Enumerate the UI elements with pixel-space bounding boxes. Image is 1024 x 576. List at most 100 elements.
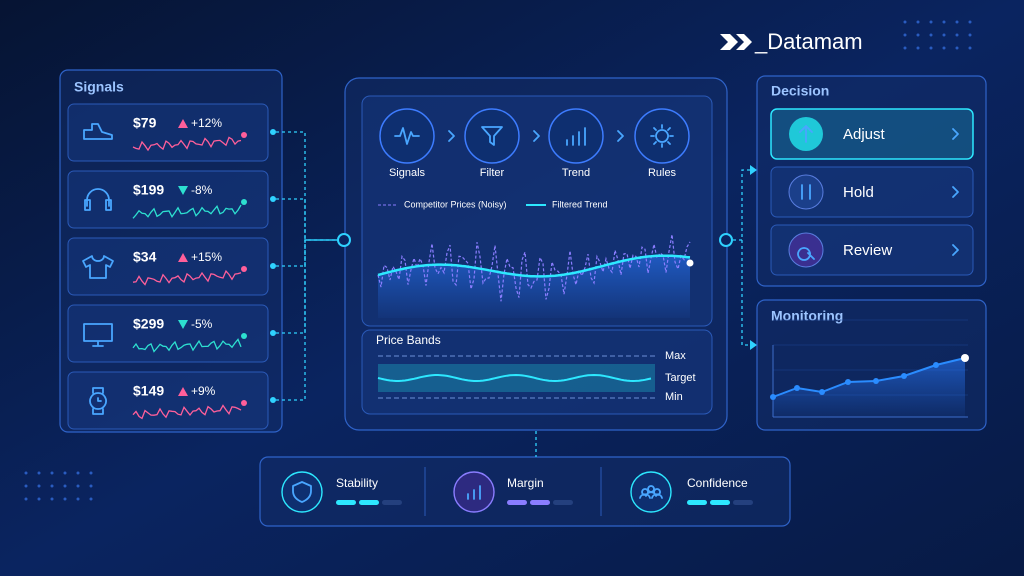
- trend-arrow: [178, 387, 188, 396]
- action-label[interactable]: Hold: [843, 184, 874, 201]
- product-icon: [89, 387, 107, 415]
- target-band: [378, 364, 655, 392]
- dot: [50, 471, 54, 475]
- dot: [63, 471, 67, 475]
- card-port: [270, 330, 276, 336]
- dot: [968, 20, 972, 24]
- dot: [942, 20, 946, 24]
- band-label: Target: [665, 372, 696, 384]
- dot: [37, 471, 41, 475]
- monitor-point: [873, 378, 879, 384]
- dot: [955, 46, 959, 50]
- legend-label: Filtered Trend: [552, 199, 608, 209]
- dot: [903, 33, 907, 37]
- dot: [76, 484, 80, 488]
- step-label: Trend: [562, 167, 590, 179]
- dot: [942, 46, 946, 50]
- action-button[interactable]: Review: [770, 224, 974, 276]
- action-icon-bg: [788, 174, 824, 210]
- monitor-point: [961, 354, 969, 362]
- metric-label: Confidence: [687, 476, 748, 490]
- dot: [929, 33, 933, 37]
- sparkline-end: [241, 266, 247, 272]
- signal-price: $149: [133, 383, 164, 399]
- dot: [903, 20, 907, 24]
- signal-price: $299: [133, 316, 164, 332]
- step-icon: [481, 126, 503, 146]
- dot: [968, 46, 972, 50]
- target-line: [377, 373, 652, 383]
- metric-label: Margin: [507, 476, 544, 490]
- action-button[interactable]: Adjust: [770, 108, 974, 160]
- action-bg[interactable]: [770, 166, 974, 218]
- step-icon-bg: [379, 108, 435, 164]
- dot: [37, 497, 41, 501]
- metric-bar: [710, 500, 730, 505]
- action-label[interactable]: Review: [843, 242, 892, 259]
- metrics-panel: [259, 456, 791, 527]
- metric-bar: [687, 500, 707, 505]
- band-label: Max: [665, 350, 686, 362]
- step-icon-bg: [464, 108, 520, 164]
- sparkline: [132, 204, 242, 219]
- dot: [24, 497, 28, 501]
- trend-line: [377, 254, 691, 278]
- dot: [76, 471, 80, 475]
- sparkline: [132, 136, 242, 152]
- sparkline-end: [241, 199, 247, 205]
- signal-card: [67, 103, 269, 162]
- step-icon: [566, 127, 586, 146]
- action-chevron: [952, 128, 959, 140]
- metric-icon: [467, 485, 481, 500]
- signal-change: -8%: [191, 183, 213, 197]
- dot: [942, 33, 946, 37]
- action-bg[interactable]: [770, 224, 974, 276]
- metric-bar: [507, 500, 527, 505]
- band-label: Min: [665, 391, 683, 403]
- action-chevron: [952, 244, 959, 256]
- action-label[interactable]: Adjust: [843, 126, 886, 143]
- dot: [50, 497, 54, 501]
- signal-change: +9%: [191, 384, 216, 398]
- price-bands-title: Price Bands: [376, 333, 441, 347]
- action-bg[interactable]: [770, 108, 974, 160]
- trend-arrow: [178, 320, 188, 329]
- action-button[interactable]: Hold: [770, 166, 974, 218]
- metric-icon: [639, 485, 663, 499]
- dot: [903, 46, 907, 50]
- monitor-point: [819, 389, 825, 395]
- metric-bar: [553, 500, 573, 505]
- step-icon: [650, 124, 674, 148]
- card-port: [270, 129, 276, 135]
- action-icon: [801, 184, 811, 200]
- metric-bar: [359, 500, 379, 505]
- metric-bar: [382, 500, 402, 505]
- monitor-point: [845, 379, 851, 385]
- node: [337, 233, 351, 247]
- signal-price: $34: [133, 249, 157, 265]
- action-icon: [799, 125, 813, 143]
- dot: [89, 497, 93, 501]
- signal-price: $199: [133, 182, 164, 198]
- signal-change: +12%: [191, 116, 222, 130]
- metric-bar: [336, 500, 356, 505]
- card-port: [270, 196, 276, 202]
- brand-name: _Datamam: [754, 29, 863, 54]
- signal-change: -5%: [191, 317, 213, 331]
- signal-card: [67, 170, 269, 229]
- legend-label: Competitor Prices (Noisy): [404, 199, 507, 209]
- signals-title: Signals: [74, 79, 124, 95]
- connector: [276, 239, 338, 401]
- product-icon: [82, 255, 114, 279]
- sparkline-end: [241, 333, 247, 339]
- monitor-point: [901, 373, 907, 379]
- metric-bar: [733, 500, 753, 505]
- action-icon: [797, 247, 815, 261]
- dot: [929, 20, 933, 24]
- dot: [63, 497, 67, 501]
- metric-bar: [530, 500, 550, 505]
- monitor-point: [770, 394, 776, 400]
- dot: [24, 484, 28, 488]
